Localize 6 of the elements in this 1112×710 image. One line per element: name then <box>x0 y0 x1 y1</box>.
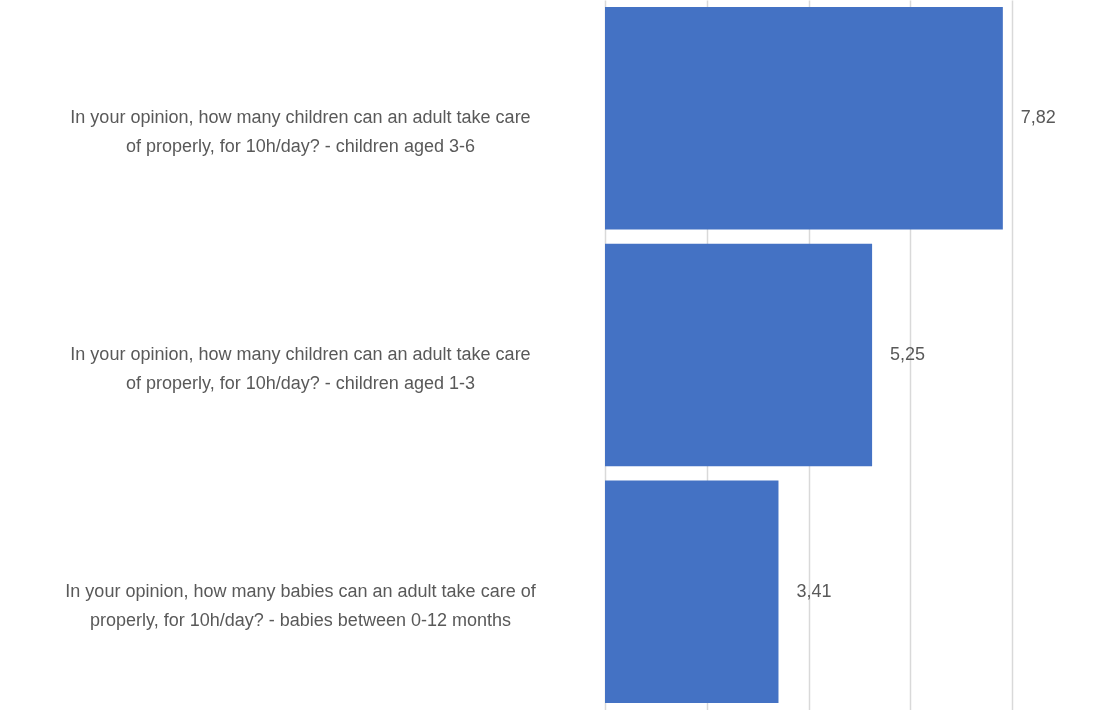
y-tick-label: In your opinion, how many children can an adult take care of properly, for 10h/day? - children aged 3-6 <box>70 107 531 157</box>
y-tick-label: In your opinion, how many babies can an adult take care of properly, for 10h/day? - babies between 0-12 months <box>65 580 537 630</box>
y-tick-label: In your opinion, how many children can an adult take care of properly, for 10h/day? - children aged 1-3 <box>70 344 531 393</box>
data-label: 5,25 <box>890 344 926 364</box>
data-label: 7,82 <box>1020 107 1056 128</box>
data-label: 3,41 <box>796 580 832 601</box>
